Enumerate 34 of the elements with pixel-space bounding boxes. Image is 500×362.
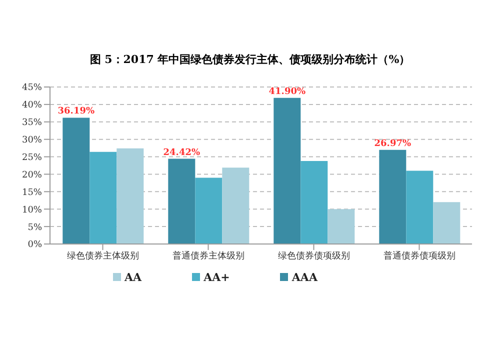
bar <box>406 170 434 244</box>
chart-title: 图 5：2017 年中国绿色债券发行主体、债项级别分布统计（%） <box>88 52 412 67</box>
x-tick-label: 普通债券债项级别 <box>383 250 456 262</box>
bar <box>62 118 90 244</box>
legend-label: AA <box>124 271 142 284</box>
bar <box>168 158 196 244</box>
y-tick-label: 25% <box>22 152 42 163</box>
data-label: 24.42% <box>163 148 200 158</box>
y-tick-label: 20% <box>22 170 42 180</box>
data-label: 26.97% <box>374 138 412 149</box>
y-tick-label: 0% <box>28 240 42 250</box>
legend-label: AAA <box>292 271 318 284</box>
bar <box>433 202 460 244</box>
y-tick-label: 5% <box>28 222 42 233</box>
bar <box>195 178 222 244</box>
bar <box>300 160 328 244</box>
y-tick-label: 10% <box>22 205 42 216</box>
y-tick-label: 35% <box>22 118 42 128</box>
bar <box>379 150 406 244</box>
x-tick-label: 绿色债券主体级别 <box>66 250 139 262</box>
data-label: 41.90% <box>268 86 306 97</box>
y-tick-label: 15% <box>22 188 42 198</box>
legend-label: AA+ <box>204 271 230 284</box>
bar <box>274 98 301 244</box>
bar <box>90 152 117 244</box>
x-tick-label: 普通债券主体级别 <box>172 250 244 262</box>
x-tick-label: 绿色债券债项级别 <box>278 250 350 262</box>
bar <box>222 168 250 244</box>
y-tick-label: 30% <box>22 136 42 146</box>
y-tick-label: 45% <box>22 83 42 94</box>
y-tick-label: 40% <box>22 100 42 111</box>
data-label: 36.19% <box>58 106 95 117</box>
bar <box>328 209 355 244</box>
bar <box>116 148 144 244</box>
